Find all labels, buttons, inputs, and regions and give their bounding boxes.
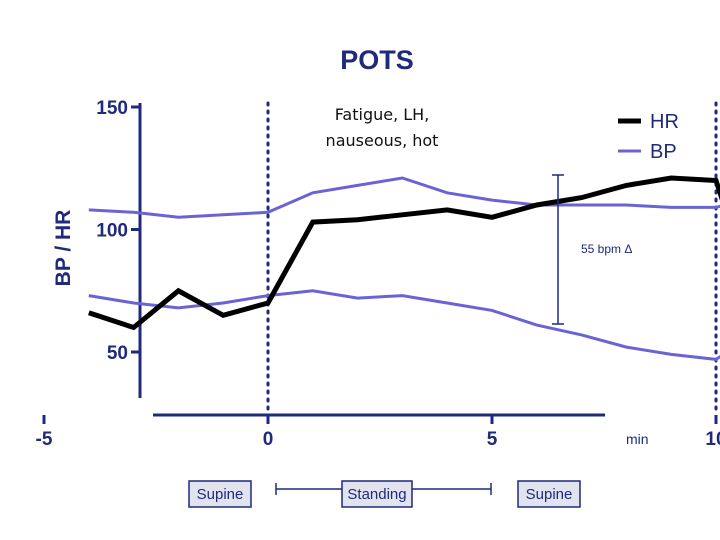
- phase-supine-after: Supine: [517, 480, 581, 508]
- series-bp-diastolic-line: [88, 289, 720, 361]
- chart-title: POTS: [340, 45, 414, 75]
- legend: HR BP: [618, 111, 679, 163]
- x-tick-label: 5: [487, 429, 498, 450]
- legend-hr-label: HR: [650, 111, 679, 133]
- phase-supine-after-label: Supine: [526, 486, 573, 503]
- legend-bp-label: BP: [650, 141, 677, 163]
- series-layer: [88, 175, 720, 361]
- phase-standing-box: [341, 480, 413, 508]
- phase-supine-before: Supine: [188, 480, 252, 508]
- phase-standing-label: Standing: [347, 486, 406, 503]
- x-axis-unit: min: [626, 431, 649, 447]
- x-ticks: -5051015: [36, 415, 720, 450]
- phase-supine-before-box: [188, 480, 252, 508]
- phase-supine-after-box: [517, 480, 581, 508]
- series-hr-line: [88, 175, 720, 331]
- x-tick-label: 10: [705, 429, 720, 450]
- phase-standing: Standing: [341, 480, 413, 508]
- annotation-line-2: nauseous, hot: [326, 131, 439, 150]
- y-tick-label: 150: [96, 98, 128, 119]
- delta-bracket: [552, 174, 564, 325]
- annotation-line-1: Fatigue, LH,: [335, 105, 430, 124]
- y-tick-label: 100: [96, 221, 128, 242]
- y-axis-title: BP / HR: [52, 210, 75, 287]
- x-tick-label: 0: [263, 429, 274, 450]
- x-tick-label: -5: [36, 429, 53, 450]
- phase-supine-before-label: Supine: [197, 486, 244, 503]
- series-bp-systolic-line: [88, 176, 720, 219]
- y-tick-label: 50: [107, 343, 128, 364]
- y-ticks: 50 100 150: [96, 98, 140, 364]
- phase-standing-bracket: [275, 483, 492, 495]
- delta-label: 55 bpm Δ: [581, 242, 632, 256]
